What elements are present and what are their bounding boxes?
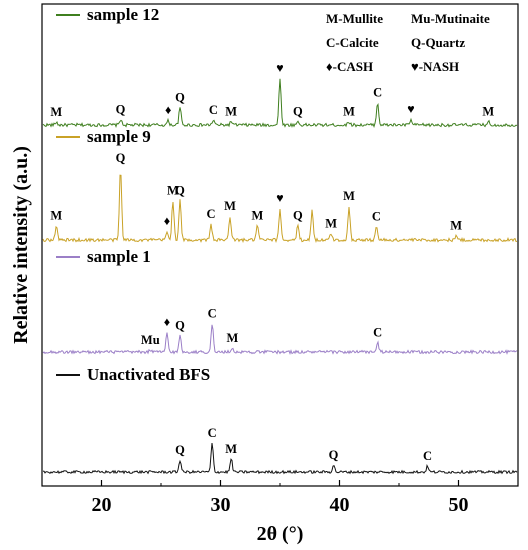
series-line: [42, 174, 518, 244]
peak-label: ♥: [407, 102, 414, 116]
series-2: sample 1Mu♦ QCM C: [42, 247, 518, 355]
peak-label: M: [50, 105, 62, 119]
peak-label: Mu: [141, 333, 160, 347]
peak-label: Q: [116, 102, 126, 116]
peak-label: C: [206, 207, 215, 221]
series-name: sample 1: [87, 247, 151, 266]
x-axis-ticks: 20 30 40 50: [41, 480, 519, 516]
peak-label: C: [208, 426, 217, 440]
legend-mutinaite: Mu-Mutinaite: [411, 11, 490, 26]
peak-label: M: [343, 105, 355, 119]
peak-label: M: [343, 189, 355, 203]
legend-nash: ♥-NASH: [411, 59, 459, 74]
peak-label: ♦: [165, 103, 171, 117]
peak-label: C: [423, 449, 432, 463]
legend-calcite: C-Calcite: [326, 35, 379, 50]
peak-label: Q: [329, 448, 339, 462]
peak-label: ♦: [164, 214, 170, 228]
peak-label: ♥: [276, 191, 283, 205]
peak-label: C: [373, 86, 382, 100]
peak-label: M: [482, 105, 494, 119]
peak-label: M: [226, 331, 238, 345]
peak-label: M: [251, 209, 263, 223]
peak-label: C: [208, 306, 217, 320]
phase-legend: M-Mullite Mu-Mutinaite C-Calcite Q-Quart…: [326, 11, 490, 74]
peak-label: Q: [293, 105, 303, 119]
series-0: sample 12M Q ♦QC M♥Q MC♥ M: [42, 5, 518, 129]
peak-label: C: [372, 209, 381, 223]
y-axis-label: Relative intensity (a.u.): [10, 146, 32, 344]
series-name: sample 9: [87, 127, 151, 146]
series-name: sample 12: [87, 5, 159, 24]
peak-label: M: [450, 219, 462, 233]
x-tick-label: 30: [211, 494, 231, 516]
plot-frame: [41, 3, 519, 487]
series-name: Unactivated BFS: [87, 365, 210, 384]
peak-label: ♥: [276, 61, 283, 75]
peak-label: M: [50, 209, 62, 223]
peak-label: Q: [116, 151, 126, 165]
peak-label: M: [325, 217, 337, 231]
x-axis-label: 2θ (°): [257, 523, 304, 545]
series-line: [42, 324, 518, 355]
series-line: [42, 443, 518, 475]
legend-quartz: Q-Quartz: [411, 35, 465, 50]
peak-label: M: [167, 183, 179, 197]
legend-cash: ♦-CASH: [326, 59, 373, 74]
series-line: [42, 78, 518, 129]
peak-label: M: [225, 105, 237, 119]
peak-label: ♦: [164, 315, 170, 329]
peak-label: M: [224, 199, 236, 213]
peak-label: C: [373, 325, 382, 339]
x-tick-label: 20: [92, 494, 112, 516]
x-tick-label: 40: [330, 494, 350, 516]
x-tick-label: 50: [449, 494, 469, 516]
peak-label: Q: [175, 319, 185, 333]
legend-mullite: M-Mullite: [326, 11, 383, 26]
peak-label: M: [225, 442, 237, 456]
peak-label: Q: [293, 209, 303, 223]
peak-label: Q: [175, 183, 185, 197]
peak-label: Q: [175, 91, 185, 105]
peak-label: Q: [175, 443, 185, 457]
peak-label: C: [209, 103, 218, 117]
